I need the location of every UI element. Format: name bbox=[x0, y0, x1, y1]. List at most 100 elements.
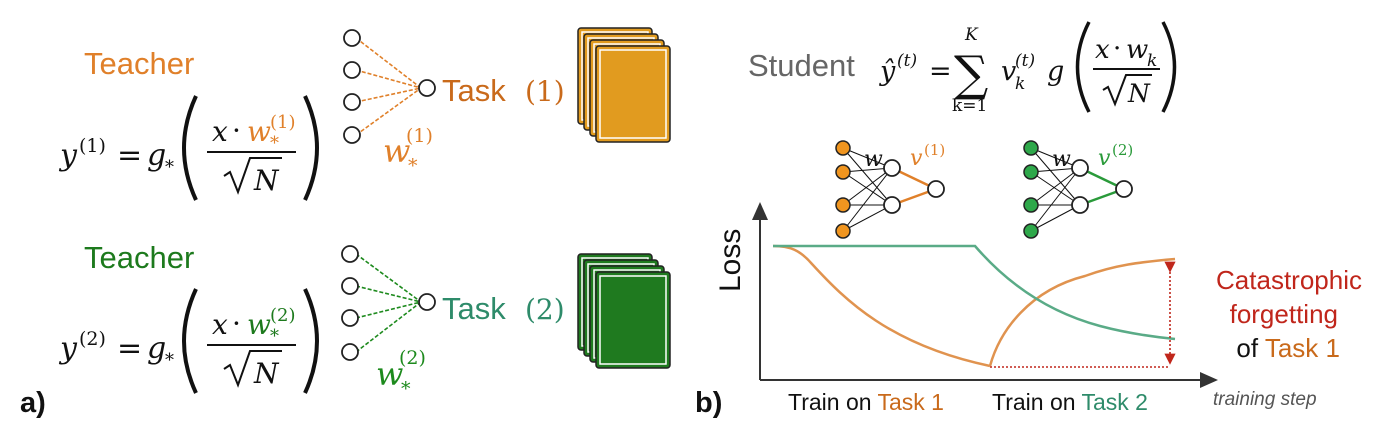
hidden-node bbox=[883, 196, 901, 214]
teacher-1-title: Teacher bbox=[84, 46, 194, 81]
eq-lhs-sup: (2) bbox=[79, 328, 106, 350]
input-node bbox=[343, 61, 361, 79]
student-network-1: w v (1) bbox=[835, 140, 945, 239]
input-node bbox=[835, 197, 851, 213]
num-w-sub: * bbox=[270, 326, 279, 347]
num-w-sup: (2) bbox=[270, 305, 296, 326]
num-x: x bbox=[1095, 35, 1110, 65]
input-node bbox=[343, 29, 361, 47]
left-paren bbox=[1075, 21, 1091, 113]
net-2-v-label: v bbox=[1098, 146, 1111, 171]
hidden-node bbox=[1071, 196, 1089, 214]
input-node bbox=[1023, 223, 1039, 239]
output-node bbox=[927, 180, 945, 198]
teacher-2-weight-label: w * (2) bbox=[376, 347, 426, 400]
net-1-v-label: v bbox=[910, 146, 923, 171]
forgetting-line-3: of Task 1 bbox=[1236, 333, 1340, 363]
output-node bbox=[418, 293, 436, 311]
y-axis-label: Loss bbox=[714, 229, 747, 292]
net-1-v-sup: (1) bbox=[924, 141, 945, 159]
sqrt-sign bbox=[223, 157, 282, 195]
num-dot: · bbox=[232, 114, 241, 147]
sum-top: K bbox=[964, 25, 979, 45]
task-1-label: Task bbox=[442, 73, 506, 108]
num-w: w bbox=[247, 308, 271, 341]
student-network-2: w v (2) bbox=[1023, 140, 1133, 239]
input-node bbox=[835, 140, 851, 156]
net-2-w-label: w bbox=[1052, 147, 1071, 172]
teacher-1-weight-label: w * (1) bbox=[383, 125, 433, 177]
task-1-index: (1) bbox=[525, 75, 565, 108]
input-node bbox=[341, 343, 359, 361]
task-1-loss-curve-phase-2 bbox=[988, 257, 1176, 367]
input-node bbox=[341, 309, 359, 327]
task-2-dataset-icon bbox=[577, 253, 671, 369]
num-w: w bbox=[1126, 35, 1148, 65]
net-1-w-label: w bbox=[864, 147, 883, 172]
right-paren bbox=[1161, 21, 1177, 113]
input-node bbox=[1023, 140, 1039, 156]
svg-text:(2): (2) bbox=[399, 347, 426, 369]
task-1-loss-curve-phase-1 bbox=[772, 244, 991, 368]
v: v bbox=[1001, 56, 1016, 87]
svg-text:*: * bbox=[408, 155, 418, 177]
hidden-node bbox=[883, 159, 901, 177]
eq-equals: = bbox=[929, 56, 952, 87]
v-sub: k bbox=[1015, 74, 1025, 94]
output-node bbox=[418, 79, 436, 97]
hidden-node bbox=[1071, 159, 1089, 177]
panel-a: Teacher y (1) = g * x · w * (1) N bbox=[20, 27, 671, 419]
panel-b-label: b) bbox=[695, 387, 722, 419]
x-axis-label: training step bbox=[1213, 389, 1317, 410]
num-w-sup: (1) bbox=[270, 112, 296, 133]
input-node bbox=[1023, 197, 1039, 213]
teacher-1: Teacher y (1) = g * x · w * (1) N bbox=[58, 27, 671, 201]
forgetting-line-1: Catastrophic bbox=[1216, 265, 1362, 295]
task-2-index: (2) bbox=[525, 293, 565, 326]
num-w-sub: k bbox=[1147, 51, 1157, 71]
teacher-1-network bbox=[343, 29, 436, 144]
teacher-2-network bbox=[341, 245, 436, 361]
eq-equals: = bbox=[117, 331, 142, 366]
num-w: w bbox=[247, 115, 271, 148]
input-node bbox=[835, 223, 851, 239]
num-dot: · bbox=[1113, 34, 1121, 64]
g: g bbox=[1047, 56, 1064, 87]
student-equation: ŷ (t) = K ∑ k=1 v k (t) g x · w k N bbox=[879, 21, 1177, 116]
right-paren bbox=[303, 288, 319, 394]
teacher-2-equation: y (2) = g * x · w * (2) N bbox=[58, 288, 319, 394]
eq-g-sub: * bbox=[165, 350, 174, 371]
forgetting-annotation: Catastrophic forgetting of Task 1 bbox=[1216, 265, 1362, 363]
eq-lhs: y bbox=[58, 331, 78, 366]
net-2-v-sup: (2) bbox=[1112, 141, 1133, 159]
svg-text:*: * bbox=[401, 378, 411, 400]
input-node bbox=[1023, 164, 1039, 180]
sqrt-sign bbox=[1102, 74, 1152, 107]
phase-1-label: Train on Task 1 bbox=[788, 389, 944, 415]
phase-2-label: Train on Task 2 bbox=[992, 389, 1148, 415]
sqrt-sign bbox=[223, 350, 282, 388]
svg-text:w: w bbox=[376, 355, 403, 393]
input-node bbox=[343, 126, 361, 144]
eq-g-sub: * bbox=[165, 157, 174, 178]
sigma: ∑ bbox=[954, 46, 988, 102]
eq-g: g bbox=[147, 138, 166, 173]
sum-bottom: k=1 bbox=[952, 96, 987, 116]
left-paren bbox=[182, 95, 198, 201]
num-dot: · bbox=[232, 307, 241, 340]
task-2-label: Task bbox=[442, 291, 506, 326]
eq-lhs: y bbox=[58, 138, 78, 173]
input-node bbox=[343, 93, 361, 111]
task-2-loss-curve bbox=[773, 244, 1176, 341]
teacher-2: Teacher y (2) = g * x · w * (2) N bbox=[58, 240, 671, 400]
den-n: N bbox=[253, 164, 280, 197]
num-w-sub: * bbox=[270, 133, 279, 154]
student-title: Student bbox=[748, 48, 855, 83]
num-x: x bbox=[212, 115, 228, 148]
teacher-1-equation: y (1) = g * x · w * (1) N bbox=[58, 95, 319, 201]
panel-a-label: a) bbox=[20, 387, 46, 419]
input-node bbox=[341, 277, 359, 295]
output-node bbox=[1115, 180, 1133, 198]
panel-b: Student ŷ (t) = K ∑ k=1 v k (t) g x · w … bbox=[695, 21, 1362, 419]
